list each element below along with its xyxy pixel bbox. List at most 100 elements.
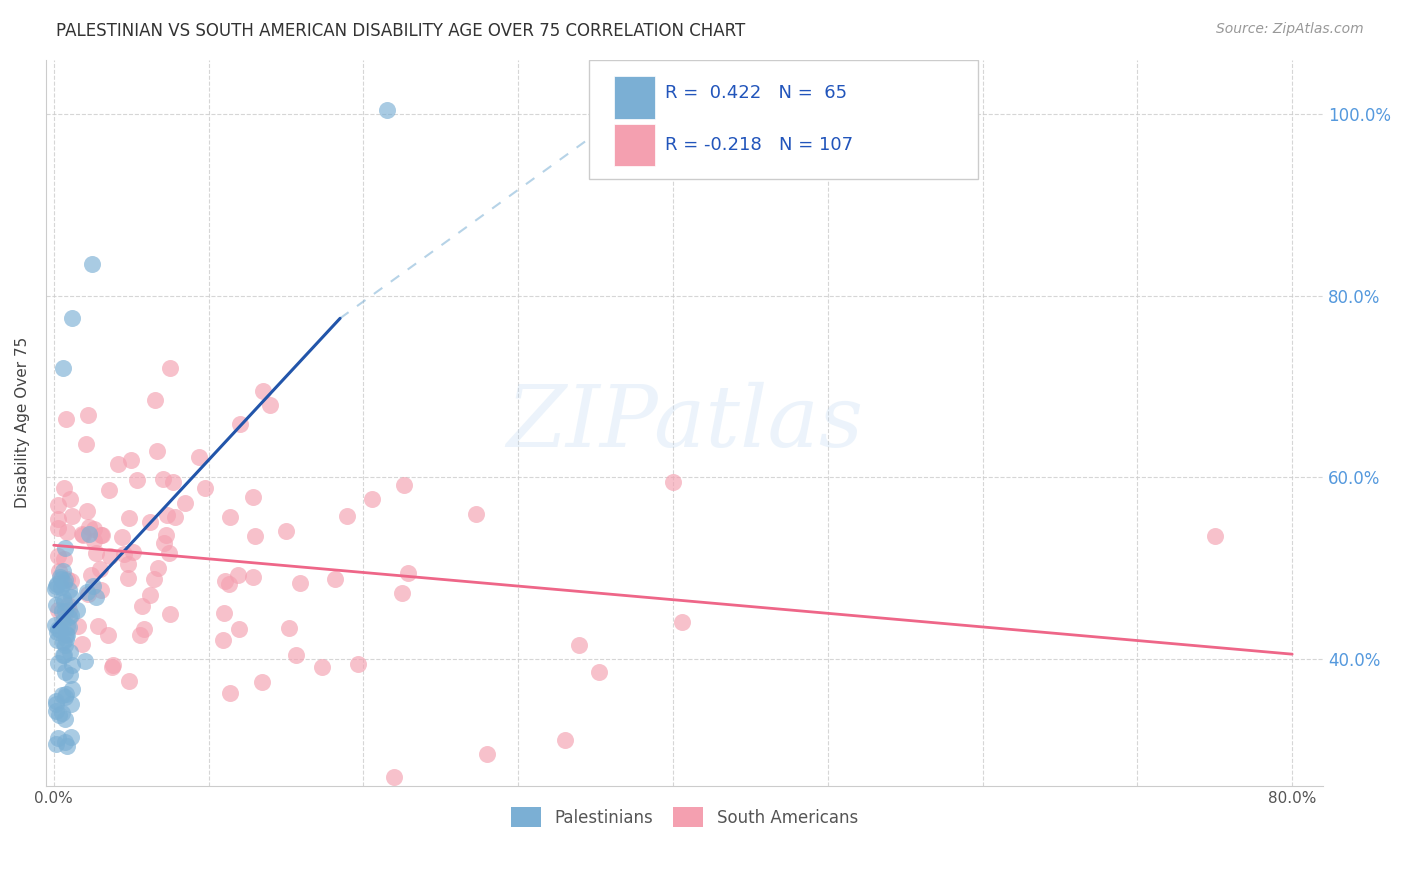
Point: [218, 576, 240, 591]
Point: [194, 482, 217, 496]
Point: [59, 730, 82, 744]
Point: [1204, 529, 1226, 543]
Point: [174, 496, 197, 510]
Point: [155, 528, 177, 542]
Point: [60, 697, 83, 711]
Point: [187, 450, 209, 465]
Point: [242, 570, 264, 584]
Point: [45, 737, 67, 751]
Point: [62, 508, 84, 523]
Point: [219, 510, 242, 524]
Point: [53, 610, 76, 624]
Point: [396, 566, 419, 580]
Point: [101, 660, 124, 674]
Point: [153, 536, 176, 550]
Point: [73, 654, 96, 668]
Point: [138, 588, 160, 602]
Point: [110, 530, 132, 544]
Point: [242, 491, 264, 505]
Point: [568, 638, 591, 652]
Point: [229, 417, 252, 432]
Point: [52, 552, 75, 566]
Point: [52, 614, 75, 628]
Point: [59, 667, 82, 681]
Point: [60, 682, 83, 697]
Point: [118, 510, 141, 524]
Point: [152, 472, 174, 486]
FancyBboxPatch shape: [589, 60, 979, 179]
Point: [131, 599, 153, 613]
Point: [53, 576, 76, 591]
Point: [49, 569, 72, 583]
Point: [60, 311, 83, 326]
Point: [382, 770, 405, 784]
Point: [127, 473, 149, 487]
Point: [58, 620, 80, 634]
Point: [49, 572, 72, 586]
Point: [72, 526, 94, 541]
Point: [80, 568, 103, 582]
Point: [46, 622, 69, 636]
Point: [588, 665, 610, 679]
Point: [82, 579, 104, 593]
Point: [143, 393, 166, 408]
Point: [90, 527, 112, 541]
Point: [56, 619, 79, 633]
Point: [76, 585, 98, 599]
Point: [465, 507, 488, 521]
Point: [361, 492, 384, 507]
Point: [112, 547, 135, 561]
Point: [250, 674, 273, 689]
Point: [87, 619, 110, 633]
Point: [259, 398, 281, 412]
Point: [53, 541, 76, 556]
Point: [139, 515, 162, 529]
Point: [53, 665, 76, 679]
Point: [51, 706, 73, 720]
Point: [59, 590, 82, 604]
Point: [82, 257, 104, 271]
Point: [48, 565, 70, 579]
Point: [91, 528, 114, 542]
Point: [391, 586, 413, 600]
Point: [55, 412, 77, 426]
Point: [554, 733, 576, 747]
Point: [55, 627, 77, 641]
Point: [214, 574, 236, 588]
Point: [77, 519, 100, 533]
Point: [58, 603, 80, 617]
Point: [45, 598, 67, 612]
Point: [76, 503, 98, 517]
Point: [219, 686, 242, 700]
Point: [157, 545, 180, 559]
Point: [159, 607, 181, 621]
Point: [52, 361, 75, 376]
Point: [118, 674, 141, 689]
Point: [671, 615, 693, 629]
Point: [53, 604, 76, 618]
Point: [142, 572, 165, 586]
Point: [72, 528, 94, 542]
Point: [83, 522, 105, 536]
Point: [56, 524, 79, 539]
Y-axis label: Disability Age Over 75: Disability Age Over 75: [15, 337, 30, 508]
Point: [44, 579, 66, 593]
Point: [60, 657, 83, 672]
Text: PALESTINIAN VS SOUTH AMERICAN DISABILITY AGE OVER 75 CORRELATION CHART: PALESTINIAN VS SOUTH AMERICAN DISABILITY…: [56, 22, 745, 40]
Point: [107, 457, 129, 471]
Point: [53, 573, 76, 587]
Point: [228, 622, 250, 636]
Text: R =  0.422   N =  65: R = 0.422 N = 65: [665, 84, 848, 102]
Point: [159, 361, 181, 376]
Point: [212, 606, 235, 620]
Point: [46, 657, 69, 671]
FancyBboxPatch shape: [614, 77, 655, 120]
Point: [90, 582, 112, 597]
Point: [49, 624, 72, 638]
Point: [52, 634, 75, 648]
Point: [83, 533, 105, 548]
Point: [52, 648, 75, 662]
Point: [55, 687, 77, 701]
Point: [252, 384, 274, 398]
Point: [662, 475, 685, 489]
